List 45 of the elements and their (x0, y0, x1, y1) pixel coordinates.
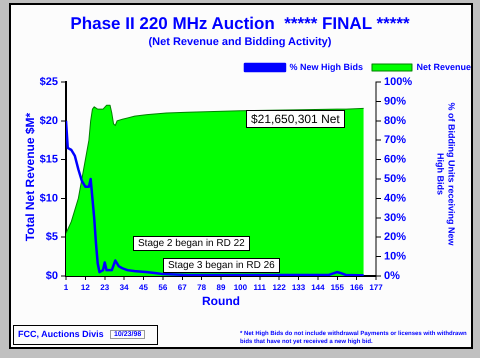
x-tick-label: 166 (350, 283, 364, 292)
y2-tick-label: 80% (384, 114, 406, 127)
legend-label: Net Revenue (416, 62, 472, 72)
y2-tick-label: 100% (384, 76, 412, 88)
y-tick-label: $25 (40, 76, 58, 88)
x-tick-label: 67 (178, 283, 188, 292)
annotation: Stage 2 began in RD 22 (133, 236, 250, 251)
legend-label: % New High Bids (289, 62, 363, 72)
y-tick-label: $20 (40, 114, 58, 127)
x-tick-label: 144 (311, 283, 326, 292)
x-tick-label: 45 (139, 283, 148, 292)
y2-tick-label: 50% (384, 173, 406, 186)
y-tick-label: $10 (40, 192, 58, 204)
y-axis-title: Total Net Revenue $M* (23, 112, 37, 244)
x-tick-label: 89 (216, 283, 226, 292)
y2-tick-label: 0% (384, 270, 400, 282)
x-tick-label: 177 (369, 283, 384, 292)
text: FCC, Auctions Divis (18, 329, 104, 339)
x-tick-label: 100 (234, 283, 248, 292)
chart-subtitle: (Net Revenue and Bidding Activity) (148, 36, 332, 48)
y2-tick-label: 70% (384, 134, 406, 146)
y-tick-label: $0 (46, 270, 58, 282)
y-tick-label: $5 (46, 231, 58, 244)
x-tick-label: 133 (292, 283, 306, 292)
x-tick-label: 78 (197, 283, 207, 292)
x-tick-label: 23 (100, 283, 110, 292)
x-tick-label: 111 (254, 283, 267, 292)
y2-tick-label: 30% (384, 212, 406, 224)
y2-tick-label: 20% (384, 231, 406, 244)
x-tick-label: 34 (120, 283, 130, 292)
x-axis-title: Round (201, 294, 241, 308)
x-tick-label: 12 (80, 283, 90, 292)
x-tick-label: 56 (158, 283, 168, 292)
y2-tick-label: 10% (384, 250, 406, 263)
chart-title: Phase II 220 MHz Auction ***** FINAL ***** (69, 14, 411, 34)
x-tick-label: 155 (330, 283, 344, 292)
x-tick-label: 122 (272, 283, 286, 292)
y2-tick-label: 60% (384, 154, 406, 166)
y-tick-label: $15 (40, 154, 58, 166)
y2-tick-label: 90% (384, 95, 406, 108)
annotation: Stage 3 began in RD 26 (163, 258, 280, 273)
y2-axis-title: % of Bidding Units receiving New High Bids (434, 101, 456, 248)
x-tick-label: 1 (64, 283, 69, 292)
y2-tick-label: 40% (384, 192, 406, 204)
annotation: $21,650,301 Net (246, 110, 345, 128)
